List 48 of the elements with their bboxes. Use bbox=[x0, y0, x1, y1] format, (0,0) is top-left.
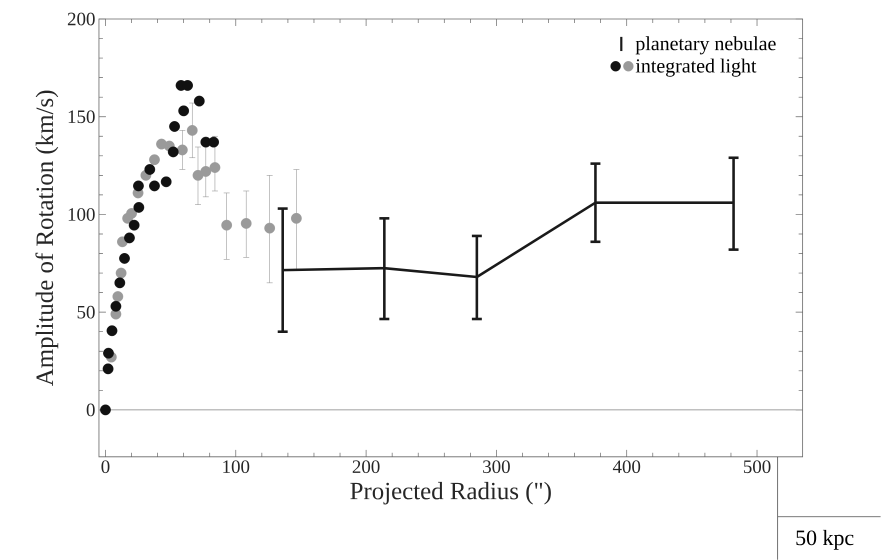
point bbox=[178, 105, 190, 116]
y-tick-label: 0 bbox=[86, 403, 95, 416]
point bbox=[144, 164, 156, 175]
legend-label: planetary nebulae bbox=[636, 36, 776, 54]
point bbox=[102, 363, 114, 374]
point bbox=[149, 154, 160, 166]
point bbox=[186, 124, 198, 136]
x-tick-label: 200 bbox=[352, 460, 380, 474]
point bbox=[240, 218, 252, 229]
point bbox=[119, 252, 130, 264]
point bbox=[133, 202, 144, 213]
x-tick-label: 400 bbox=[612, 460, 640, 474]
point bbox=[149, 180, 160, 192]
point bbox=[110, 300, 122, 312]
point bbox=[168, 146, 179, 158]
y-axis-title: Amplitude of Rotation (km/s) bbox=[35, 90, 58, 386]
legend-label: integrated light bbox=[636, 58, 756, 77]
point bbox=[100, 404, 111, 416]
x-tick-label: 100 bbox=[223, 460, 250, 474]
point bbox=[169, 121, 180, 132]
point bbox=[124, 232, 135, 244]
y-tick-label: 200 bbox=[68, 12, 95, 26]
text: 50 kpc bbox=[796, 530, 854, 550]
point bbox=[160, 176, 172, 188]
point bbox=[126, 208, 137, 219]
point bbox=[194, 96, 205, 106]
point bbox=[103, 348, 114, 359]
point bbox=[176, 144, 188, 156]
point bbox=[116, 268, 126, 278]
point bbox=[106, 325, 118, 336]
point bbox=[192, 170, 204, 181]
y-tick-label: 100 bbox=[68, 208, 95, 221]
point bbox=[114, 277, 126, 288]
x-tick-label: 0 bbox=[101, 460, 110, 474]
y-tick-label: 150 bbox=[68, 110, 95, 124]
point bbox=[264, 222, 276, 234]
point bbox=[133, 180, 144, 192]
x-tick-label: 500 bbox=[744, 460, 770, 474]
y-tick-label: 50 bbox=[78, 306, 95, 318]
point bbox=[291, 212, 302, 224]
point bbox=[210, 162, 220, 173]
point bbox=[128, 220, 140, 231]
point bbox=[221, 220, 232, 231]
x-tick-label: 300 bbox=[483, 460, 510, 474]
point bbox=[200, 166, 212, 177]
x-axis-title: Projected Radius (") bbox=[350, 482, 551, 504]
point bbox=[208, 136, 220, 148]
point bbox=[112, 291, 124, 302]
